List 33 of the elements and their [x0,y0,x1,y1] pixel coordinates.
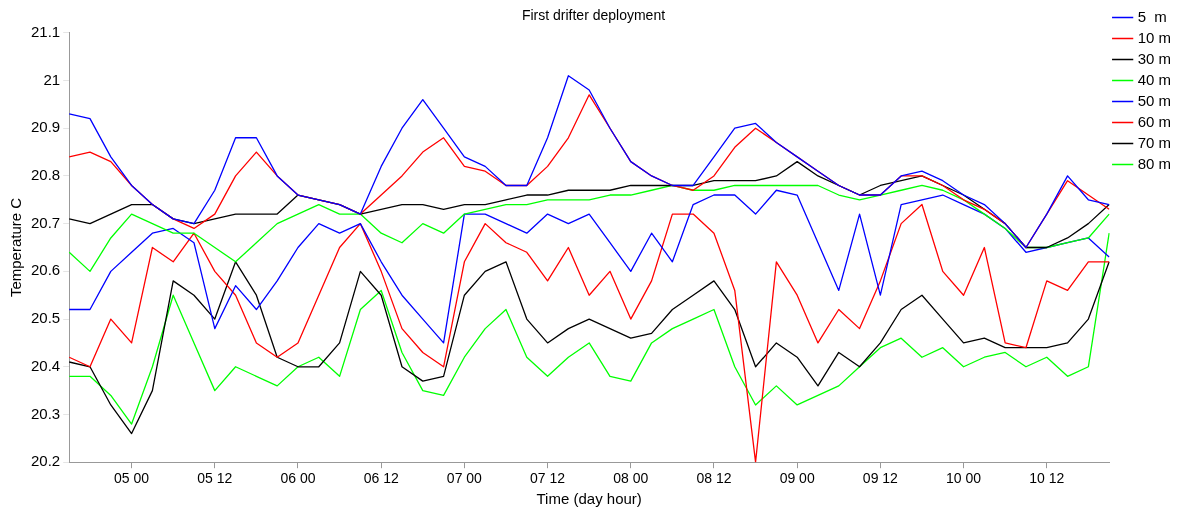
y-tick-label: 20.6 [30,261,61,279]
x-tick-label: 10 12 [1029,470,1065,487]
y-tick-label: 20.3 [30,404,61,422]
x-tick-label: 06 00 [280,470,316,487]
legend-label: 70 m [1137,133,1172,151]
x-axis-title: Time (day hour) [536,490,642,508]
legend-label: 50 m [1137,91,1172,109]
legend-label: 80 m [1137,154,1172,172]
x-tick-label: 07 12 [530,470,566,487]
x-tick-label: 05 12 [197,470,233,487]
y-tick-label: 20.4 [30,356,61,374]
legend-label: 10 m [1137,28,1172,46]
x-tick-label: 09 00 [779,470,815,487]
x-tick-label: 08 12 [696,470,732,487]
x-tick-label: 10 00 [946,470,982,487]
x-tick-label: 08 00 [613,470,649,487]
y-tick-label: 20.7 [30,213,61,231]
x-tick-label: 09 12 [862,470,899,487]
x-tick-label: 05 00 [114,470,150,487]
x-tick-label: 06 12 [363,470,399,487]
x-tick-label: 07 00 [446,470,483,487]
legend-label: 30 m [1137,49,1172,67]
y-tick-label: 21.1 [30,22,61,40]
legend-label: 5 m [1137,7,1167,25]
legend-label: 60 m [1137,112,1172,130]
y-tick-label: 21 [43,70,61,88]
y-tick-label: 20.5 [30,309,61,327]
chart-title: First drifter deployment [521,7,666,24]
legend-label: 40 m [1137,70,1172,88]
y-tick-label: 20.8 [30,166,61,184]
y-tick-label: 20.9 [30,118,61,136]
y-tick-label: 20.2 [30,452,61,470]
y-axis-title: Temperature C [7,197,25,298]
